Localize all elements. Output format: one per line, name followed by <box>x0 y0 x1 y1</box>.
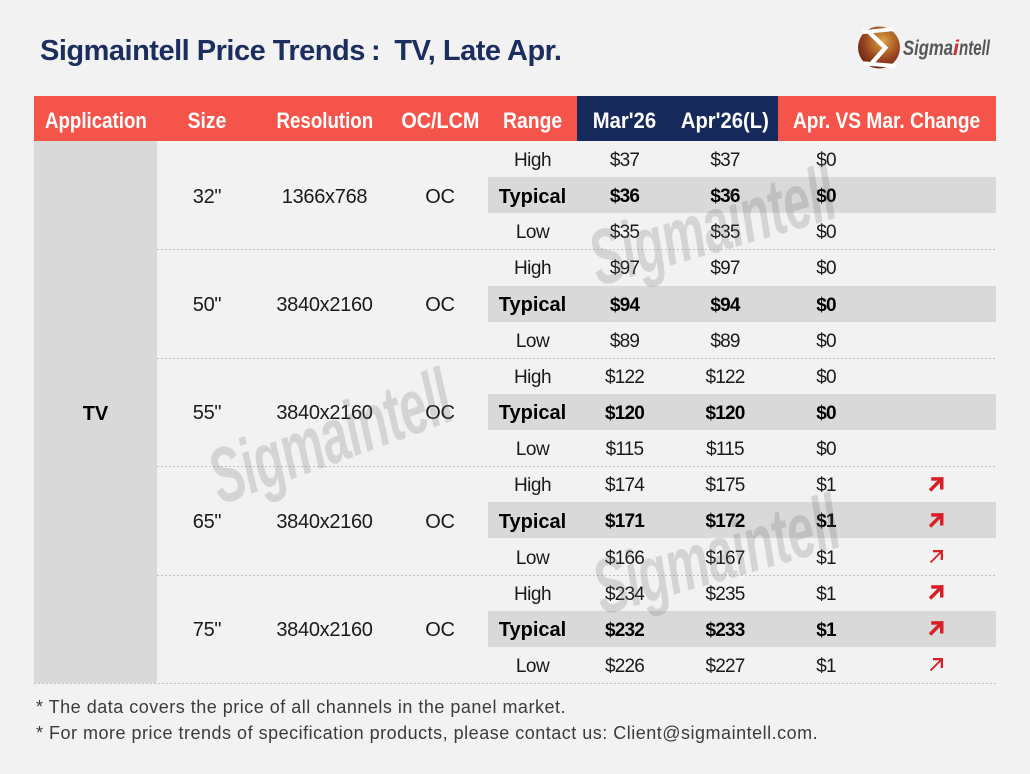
svg-text:i: i <box>953 37 960 60</box>
svg-text:ntell: ntell <box>959 37 991 60</box>
svg-text:Sigma: Sigma <box>903 37 953 60</box>
